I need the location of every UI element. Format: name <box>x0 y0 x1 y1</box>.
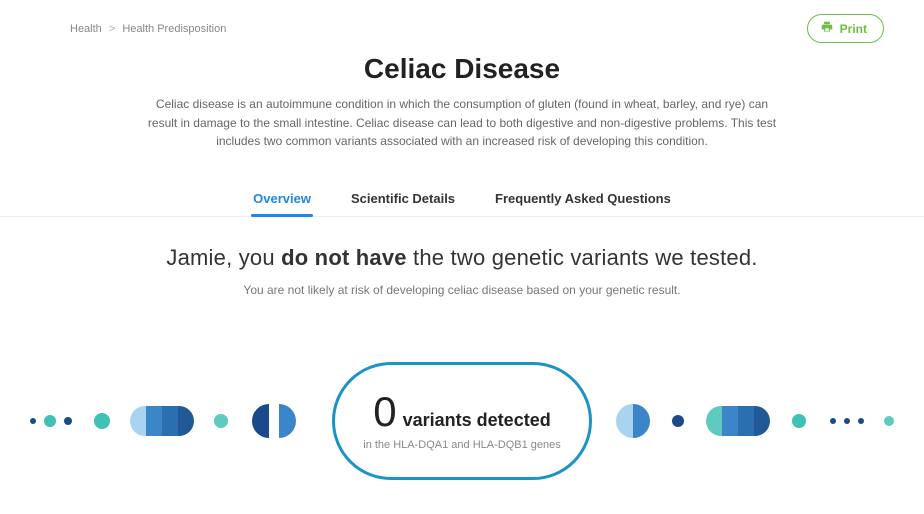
decoration-left <box>30 404 296 438</box>
variant-label: variants detected <box>403 410 551 431</box>
pill-icon <box>706 406 770 436</box>
result-subline: You are not likely at risk of developing… <box>40 283 884 297</box>
halfcircle-icon <box>279 404 296 438</box>
result-name: Jamie <box>166 245 226 270</box>
print-label: Print <box>840 22 867 36</box>
print-icon <box>820 20 834 37</box>
variant-capsule: 0 variants detected in the HLA-DQA1 and … <box>332 362 592 480</box>
circle-icon <box>616 404 650 438</box>
breadcrumb-root[interactable]: Health <box>70 23 102 35</box>
result-emphasis: do not have <box>281 245 407 270</box>
result-suffix: the two genetic variants we tested. <box>407 245 758 270</box>
result-prefix: , you <box>226 245 281 270</box>
page-title: Celiac Disease <box>120 53 804 85</box>
dot-icon <box>64 417 72 425</box>
breadcrumb-leaf[interactable]: Health Predisposition <box>122 23 226 35</box>
variant-genes: in the HLA-DQA1 and HLA-DQB1 genes <box>363 439 561 451</box>
dot-icon <box>94 413 110 429</box>
variant-count: 0 <box>373 391 396 433</box>
dot-icon <box>44 415 56 427</box>
tab-faq[interactable]: Frequently Asked Questions <box>493 183 673 216</box>
tab-overview[interactable]: Overview <box>251 183 313 216</box>
dot-icon <box>792 414 806 428</box>
decoration-right <box>616 404 894 438</box>
breadcrumb-separator: > <box>109 23 115 35</box>
variant-visualization: 0 variants detected in the HLA-DQA1 and … <box>0 351 924 491</box>
tabs: Overview Scientific Details Frequently A… <box>0 183 924 217</box>
page-description: Celiac disease is an autoimmune conditio… <box>142 95 782 151</box>
dot-icon <box>884 416 894 426</box>
dot-icon <box>830 418 836 424</box>
breadcrumb: Health > Health Predisposition <box>70 23 226 35</box>
print-button[interactable]: Print <box>807 14 884 43</box>
dot-icon <box>858 418 864 424</box>
dot-icon <box>844 418 850 424</box>
pill-icon <box>130 406 194 436</box>
halfcircle-icon <box>252 404 269 438</box>
dot-icon <box>672 415 684 427</box>
dot-icon <box>214 414 228 428</box>
result-headline: Jamie, you do not have the two genetic v… <box>40 245 884 271</box>
tab-scientific-details[interactable]: Scientific Details <box>349 183 457 216</box>
dot-icon <box>30 418 36 424</box>
